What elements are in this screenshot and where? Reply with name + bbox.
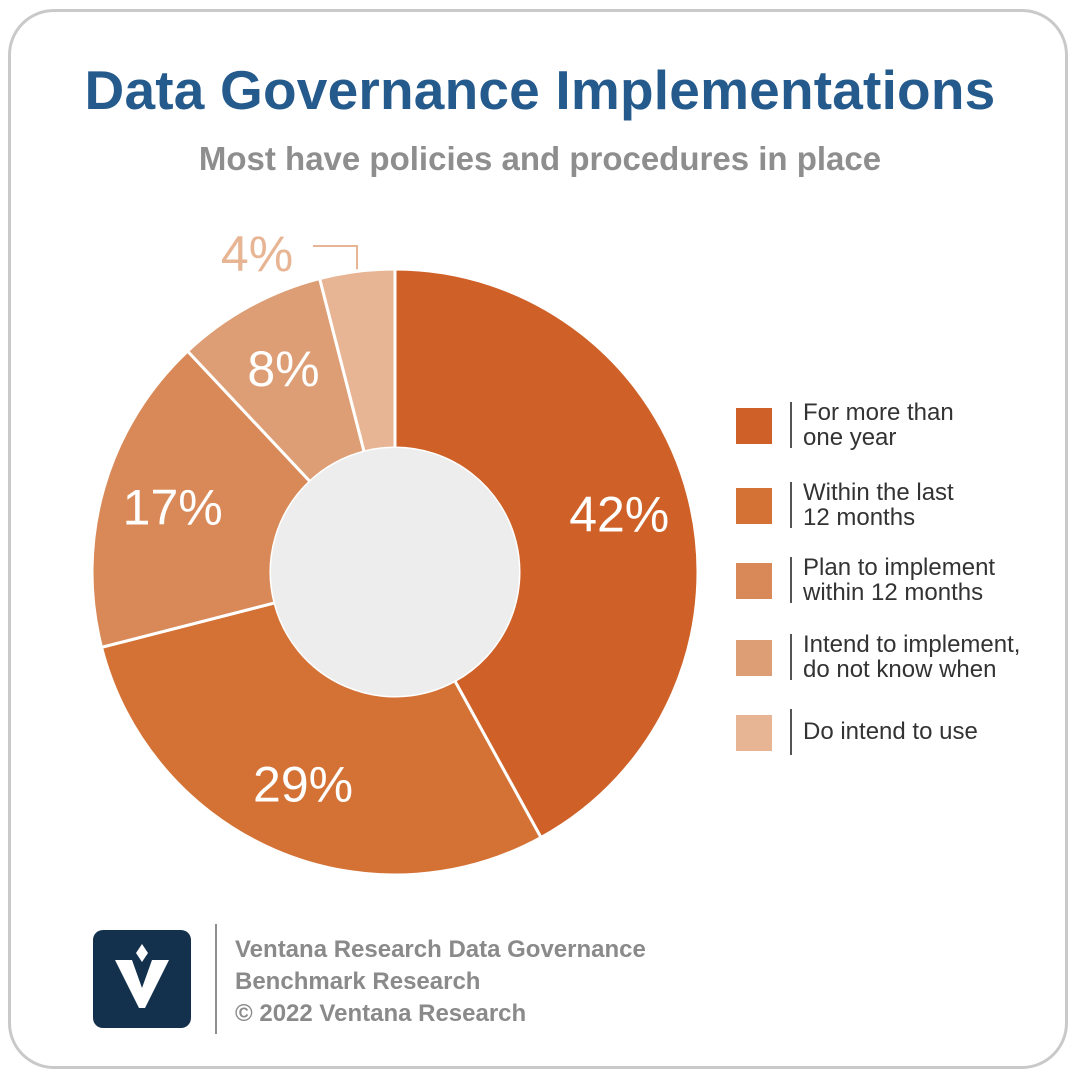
slice-leader-line (313, 245, 359, 270)
slice-value-label: 4% (221, 226, 293, 282)
legend-item: Intend to implement, do not know when (736, 632, 1066, 682)
legend-item: Do intend to use (736, 707, 1066, 757)
slice-value-label: 42% (569, 486, 669, 542)
legend-swatch (736, 488, 772, 524)
legend-divider (790, 482, 792, 528)
chart-title: Data Governance Implementations (84, 59, 996, 121)
legend-label: Intend to implement, do not know when (803, 631, 1021, 683)
legend-label: Within the last 12 months (803, 479, 954, 531)
legend-label: For more than one year (803, 399, 954, 451)
legend-label: Plan to implement within 12 months (803, 554, 996, 606)
legend-item: Plan to implement within 12 months (736, 555, 1066, 605)
legend-swatch (736, 640, 772, 676)
legend-item: Within the last 12 months (736, 480, 1066, 530)
slice-value-label: 29% (253, 756, 353, 812)
donut-hole (271, 448, 519, 696)
footer-line: Ventana Research Data Governance (235, 936, 646, 963)
footer-line: Benchmark Research (235, 968, 481, 995)
ventana-v-logo-icon (115, 944, 169, 1008)
legend-item: For more than one year (736, 400, 1066, 450)
donut-value-labels: 42% 29% 17% 8% 4% (123, 226, 670, 812)
ventana-logo (93, 930, 191, 1028)
footer-credits: Ventana Research Data Governance Benchma… (235, 934, 835, 1030)
legend-divider (790, 709, 792, 755)
slice-value-label: 17% (123, 479, 223, 535)
legend-divider (790, 402, 792, 448)
legend-divider (790, 634, 792, 680)
legend-swatch (736, 408, 772, 444)
legend-swatch (736, 563, 772, 599)
slice-value-label: 8% (247, 341, 319, 397)
legend-divider (790, 557, 792, 603)
legend-swatch (736, 715, 772, 751)
footer-line: © 2022 Ventana Research (235, 1000, 527, 1027)
donut-slices (90, 267, 700, 877)
footer-divider (215, 924, 217, 1034)
chart-subtitle: Most have policies and procedures in pla… (198, 140, 882, 177)
legend-label: Do intend to use (803, 718, 978, 745)
